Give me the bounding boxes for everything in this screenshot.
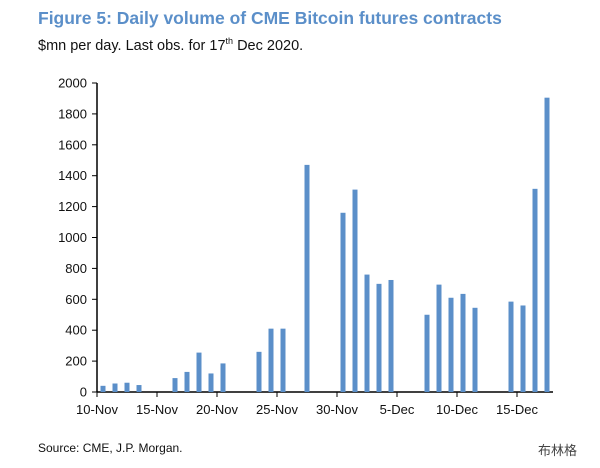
bar — [388, 279, 394, 392]
bar — [448, 297, 454, 392]
bar — [208, 373, 214, 392]
y-tick-label: 200 — [65, 354, 87, 369]
x-tick-label: 15-Dec — [496, 402, 538, 417]
bar — [472, 307, 478, 392]
y-tick-label: 600 — [65, 292, 87, 307]
bar — [124, 382, 130, 392]
bar — [136, 385, 142, 392]
bar — [352, 189, 358, 392]
bar — [424, 314, 430, 392]
y-tick-label: 1000 — [58, 230, 87, 245]
x-tick-label: 15-Nov — [136, 402, 178, 417]
x-tick-label: 30-Nov — [316, 402, 358, 417]
y-tick-label: 1200 — [58, 199, 87, 214]
bar — [460, 293, 466, 392]
y-tick-label: 1400 — [58, 168, 87, 183]
bar — [520, 305, 526, 392]
x-tick-label: 20-Nov — [196, 402, 238, 417]
watermark: 布林格 — [538, 443, 578, 458]
bar — [268, 328, 274, 392]
y-tick-label: 400 — [65, 323, 87, 338]
bar — [532, 188, 538, 392]
bar — [544, 97, 550, 393]
bar — [508, 301, 514, 392]
bar — [256, 351, 262, 392]
bar — [172, 378, 178, 392]
chart-subtitle: $mn per day. Last obs. for 17th Dec 2020… — [38, 36, 303, 54]
bar — [184, 371, 190, 392]
bar — [112, 383, 118, 392]
x-tick-label: 10-Nov — [76, 402, 118, 417]
bar — [220, 363, 226, 392]
bar — [100, 385, 106, 392]
y-tick-label: 1600 — [58, 137, 87, 152]
subtitle-sup: th — [225, 36, 234, 46]
y-tick-label: 800 — [65, 261, 87, 276]
x-tick-label: 5-Dec — [380, 402, 415, 417]
y-tick-label: 2000 — [58, 76, 87, 91]
chart-title: Figure 5: Daily volume of CME Bitcoin fu… — [38, 8, 502, 28]
bar — [340, 212, 346, 392]
bar — [304, 164, 310, 392]
bar — [376, 283, 382, 392]
y-tick-label: 0 — [80, 385, 87, 400]
bar — [196, 352, 202, 392]
subtitle-tail: Dec 2020. — [233, 37, 304, 54]
y-tick-label: 1800 — [58, 106, 87, 121]
bar — [436, 284, 442, 392]
x-tick-label: 10-Dec — [436, 402, 478, 417]
subtitle-text: $mn per day. Last obs. for 17 — [38, 37, 226, 54]
bar — [364, 274, 370, 392]
x-tick-label: 25-Nov — [256, 402, 298, 417]
source-note: Source: CME, J.P. Morgan. — [38, 441, 183, 455]
bar — [280, 328, 286, 392]
